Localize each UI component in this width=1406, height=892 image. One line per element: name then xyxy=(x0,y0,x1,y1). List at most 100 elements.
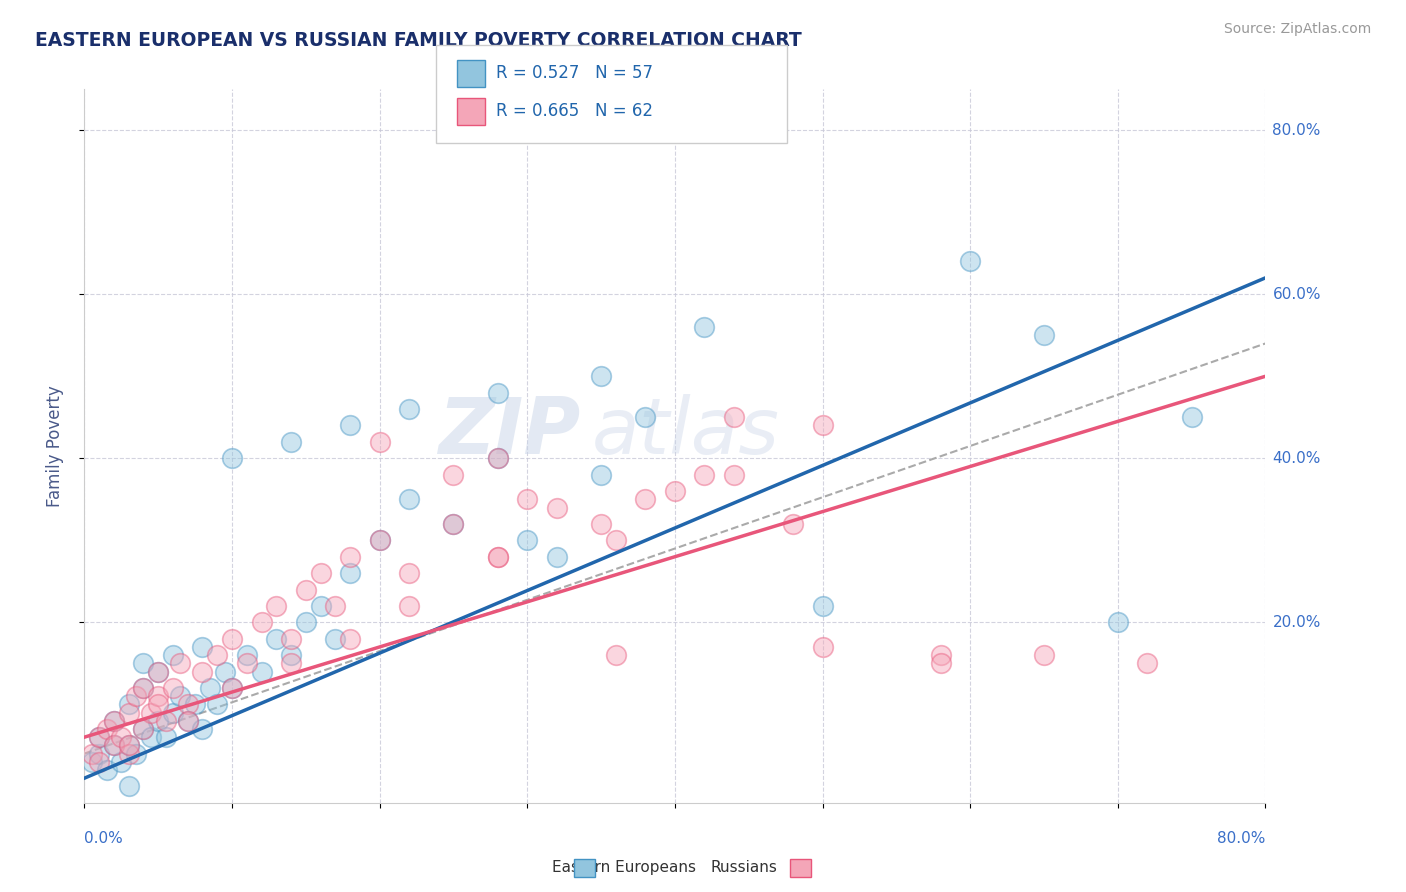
Point xyxy=(811,599,834,613)
Point xyxy=(486,385,509,400)
Point xyxy=(110,730,132,744)
Point xyxy=(132,681,155,695)
Point xyxy=(103,739,125,753)
Point xyxy=(264,632,288,646)
Point xyxy=(110,755,132,769)
Point xyxy=(118,739,141,753)
Point xyxy=(1032,648,1054,662)
Point xyxy=(148,665,170,679)
Point xyxy=(1032,328,1054,343)
Text: 80.0%: 80.0% xyxy=(1218,831,1265,846)
Point xyxy=(398,566,420,581)
Point xyxy=(280,657,302,671)
Point xyxy=(664,484,686,499)
Y-axis label: Family Poverty: Family Poverty xyxy=(45,385,63,507)
Point xyxy=(162,648,184,662)
Point xyxy=(177,714,200,728)
Point xyxy=(125,689,148,703)
Point xyxy=(191,722,214,736)
Text: Eastern Europeans: Eastern Europeans xyxy=(553,860,696,874)
Point xyxy=(118,747,141,761)
Point xyxy=(148,698,170,712)
Point xyxy=(132,657,155,671)
Point xyxy=(441,467,464,482)
Point xyxy=(309,566,332,581)
Point xyxy=(155,714,177,728)
Point xyxy=(1180,410,1202,425)
Point xyxy=(1107,615,1129,630)
Text: Source: ZipAtlas.com: Source: ZipAtlas.com xyxy=(1223,22,1371,37)
Point xyxy=(148,714,170,728)
Point xyxy=(191,665,214,679)
Point xyxy=(132,681,155,695)
Point xyxy=(132,722,155,736)
Point xyxy=(169,689,191,703)
Point xyxy=(162,706,184,720)
Point xyxy=(87,747,111,761)
Text: ZIP: ZIP xyxy=(439,393,581,470)
Point xyxy=(87,730,111,744)
Point xyxy=(929,648,952,662)
Text: 0.0%: 0.0% xyxy=(84,831,124,846)
Point xyxy=(591,369,613,384)
Point xyxy=(235,648,259,662)
Point xyxy=(221,681,243,695)
Point xyxy=(591,516,613,531)
Point xyxy=(634,410,657,425)
Point xyxy=(339,632,361,646)
Point xyxy=(264,599,288,613)
Point xyxy=(103,714,125,728)
Point xyxy=(103,739,125,753)
Point xyxy=(693,467,716,482)
Text: Russians: Russians xyxy=(710,860,778,874)
Point xyxy=(693,320,716,334)
Point xyxy=(929,657,952,671)
Point xyxy=(96,722,118,736)
Point xyxy=(250,665,273,679)
Point xyxy=(80,747,103,761)
Point xyxy=(486,549,509,564)
Point xyxy=(87,730,111,744)
Point xyxy=(221,451,243,466)
Point xyxy=(323,632,347,646)
Point xyxy=(235,657,259,671)
Point xyxy=(280,632,302,646)
Point xyxy=(280,434,302,449)
Point xyxy=(959,254,981,268)
Point xyxy=(486,451,509,466)
Point xyxy=(103,714,125,728)
Point xyxy=(368,533,391,548)
Point xyxy=(221,632,243,646)
Point xyxy=(591,467,613,482)
Point xyxy=(162,681,184,695)
Point xyxy=(339,549,361,564)
Text: 40.0%: 40.0% xyxy=(1272,450,1320,466)
Text: atlas: atlas xyxy=(592,393,780,470)
Point xyxy=(295,615,318,630)
Point xyxy=(295,582,318,597)
Point xyxy=(605,648,627,662)
Text: 80.0%: 80.0% xyxy=(1272,123,1320,137)
Point xyxy=(339,566,361,581)
Point xyxy=(634,492,657,507)
Text: R = 0.665   N = 62: R = 0.665 N = 62 xyxy=(496,103,654,120)
Point xyxy=(139,706,162,720)
Point xyxy=(118,698,141,712)
Point xyxy=(118,739,141,753)
Point xyxy=(250,615,273,630)
Point xyxy=(486,549,509,564)
Point xyxy=(132,722,155,736)
Point xyxy=(486,451,509,466)
Point xyxy=(398,492,420,507)
Point xyxy=(398,402,420,417)
Point xyxy=(546,500,568,515)
Point xyxy=(155,730,177,744)
Point xyxy=(118,780,141,794)
Point xyxy=(184,698,207,712)
Point xyxy=(516,533,538,548)
Point xyxy=(139,730,162,744)
Point xyxy=(221,681,243,695)
Point xyxy=(177,698,200,712)
Point xyxy=(441,516,464,531)
Point xyxy=(339,418,361,433)
